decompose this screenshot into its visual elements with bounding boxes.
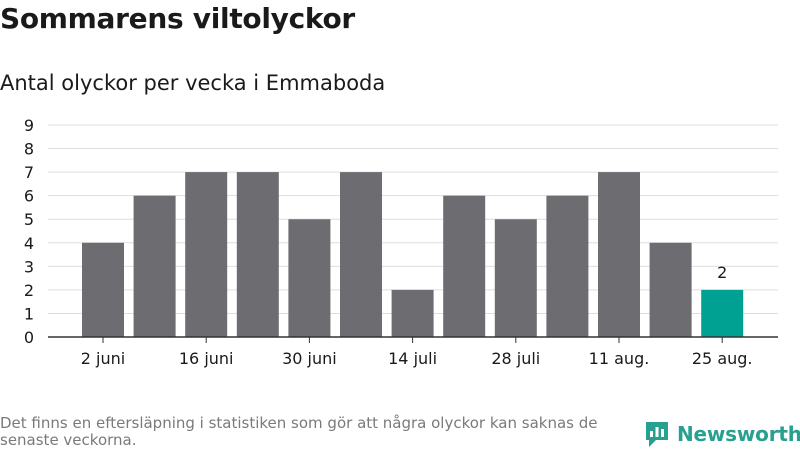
x-tick-label: 16 juni: [179, 349, 234, 368]
y-tick-label: 1: [24, 304, 34, 323]
x-tick-label: 25 aug.: [692, 349, 753, 368]
chart-subtitle: Antal olyckor per vecka i Emmaboda: [0, 71, 386, 95]
bar: [133, 195, 176, 337]
x-tick-label: 11 aug.: [589, 349, 650, 368]
x-tick-label: 30 juni: [282, 349, 337, 368]
y-tick-label: 9: [24, 116, 34, 135]
bar: [546, 195, 589, 337]
bar: [82, 242, 124, 337]
bar: [649, 242, 692, 337]
bar: [340, 172, 382, 337]
y-tick-label: 8: [24, 140, 34, 159]
bar: [288, 219, 331, 337]
y-tick-label: 5: [24, 210, 34, 229]
newsworthy-logo-icon: [646, 422, 668, 447]
data-label: 2: [717, 263, 727, 282]
bar-chart: 0 1 2 3 4 5 6 7 8 9 2 2 juni 16 juni 30 juni 14 juli 28…: [24, 116, 778, 368]
y-tick-label: 6: [24, 187, 34, 206]
y-tick-label: 7: [24, 163, 34, 182]
y-tick-label: 0: [24, 328, 34, 347]
brand-logo[interactable]: Newsworthy: [644, 420, 800, 448]
brand-name: Newsworthy: [677, 422, 800, 446]
x-tick-label: 28 juli: [491, 349, 540, 368]
y-tick-label: 2: [24, 281, 34, 300]
bar: [494, 219, 537, 337]
bar: [391, 289, 434, 337]
x-tick-label: 14 juli: [388, 349, 437, 368]
bar: [598, 172, 640, 337]
y-tick-label: 3: [24, 257, 34, 276]
bar: [701, 289, 744, 337]
y-tick-label: 4: [24, 234, 34, 253]
bar: [443, 195, 486, 337]
x-tick-label: 2 juni: [81, 349, 125, 368]
bar: [236, 172, 279, 337]
footnote: Det finns en eftersläpning i statistiken…: [0, 414, 598, 449]
bar: [185, 172, 228, 337]
chart-title: Sommarens viltolyckor: [0, 2, 355, 35]
